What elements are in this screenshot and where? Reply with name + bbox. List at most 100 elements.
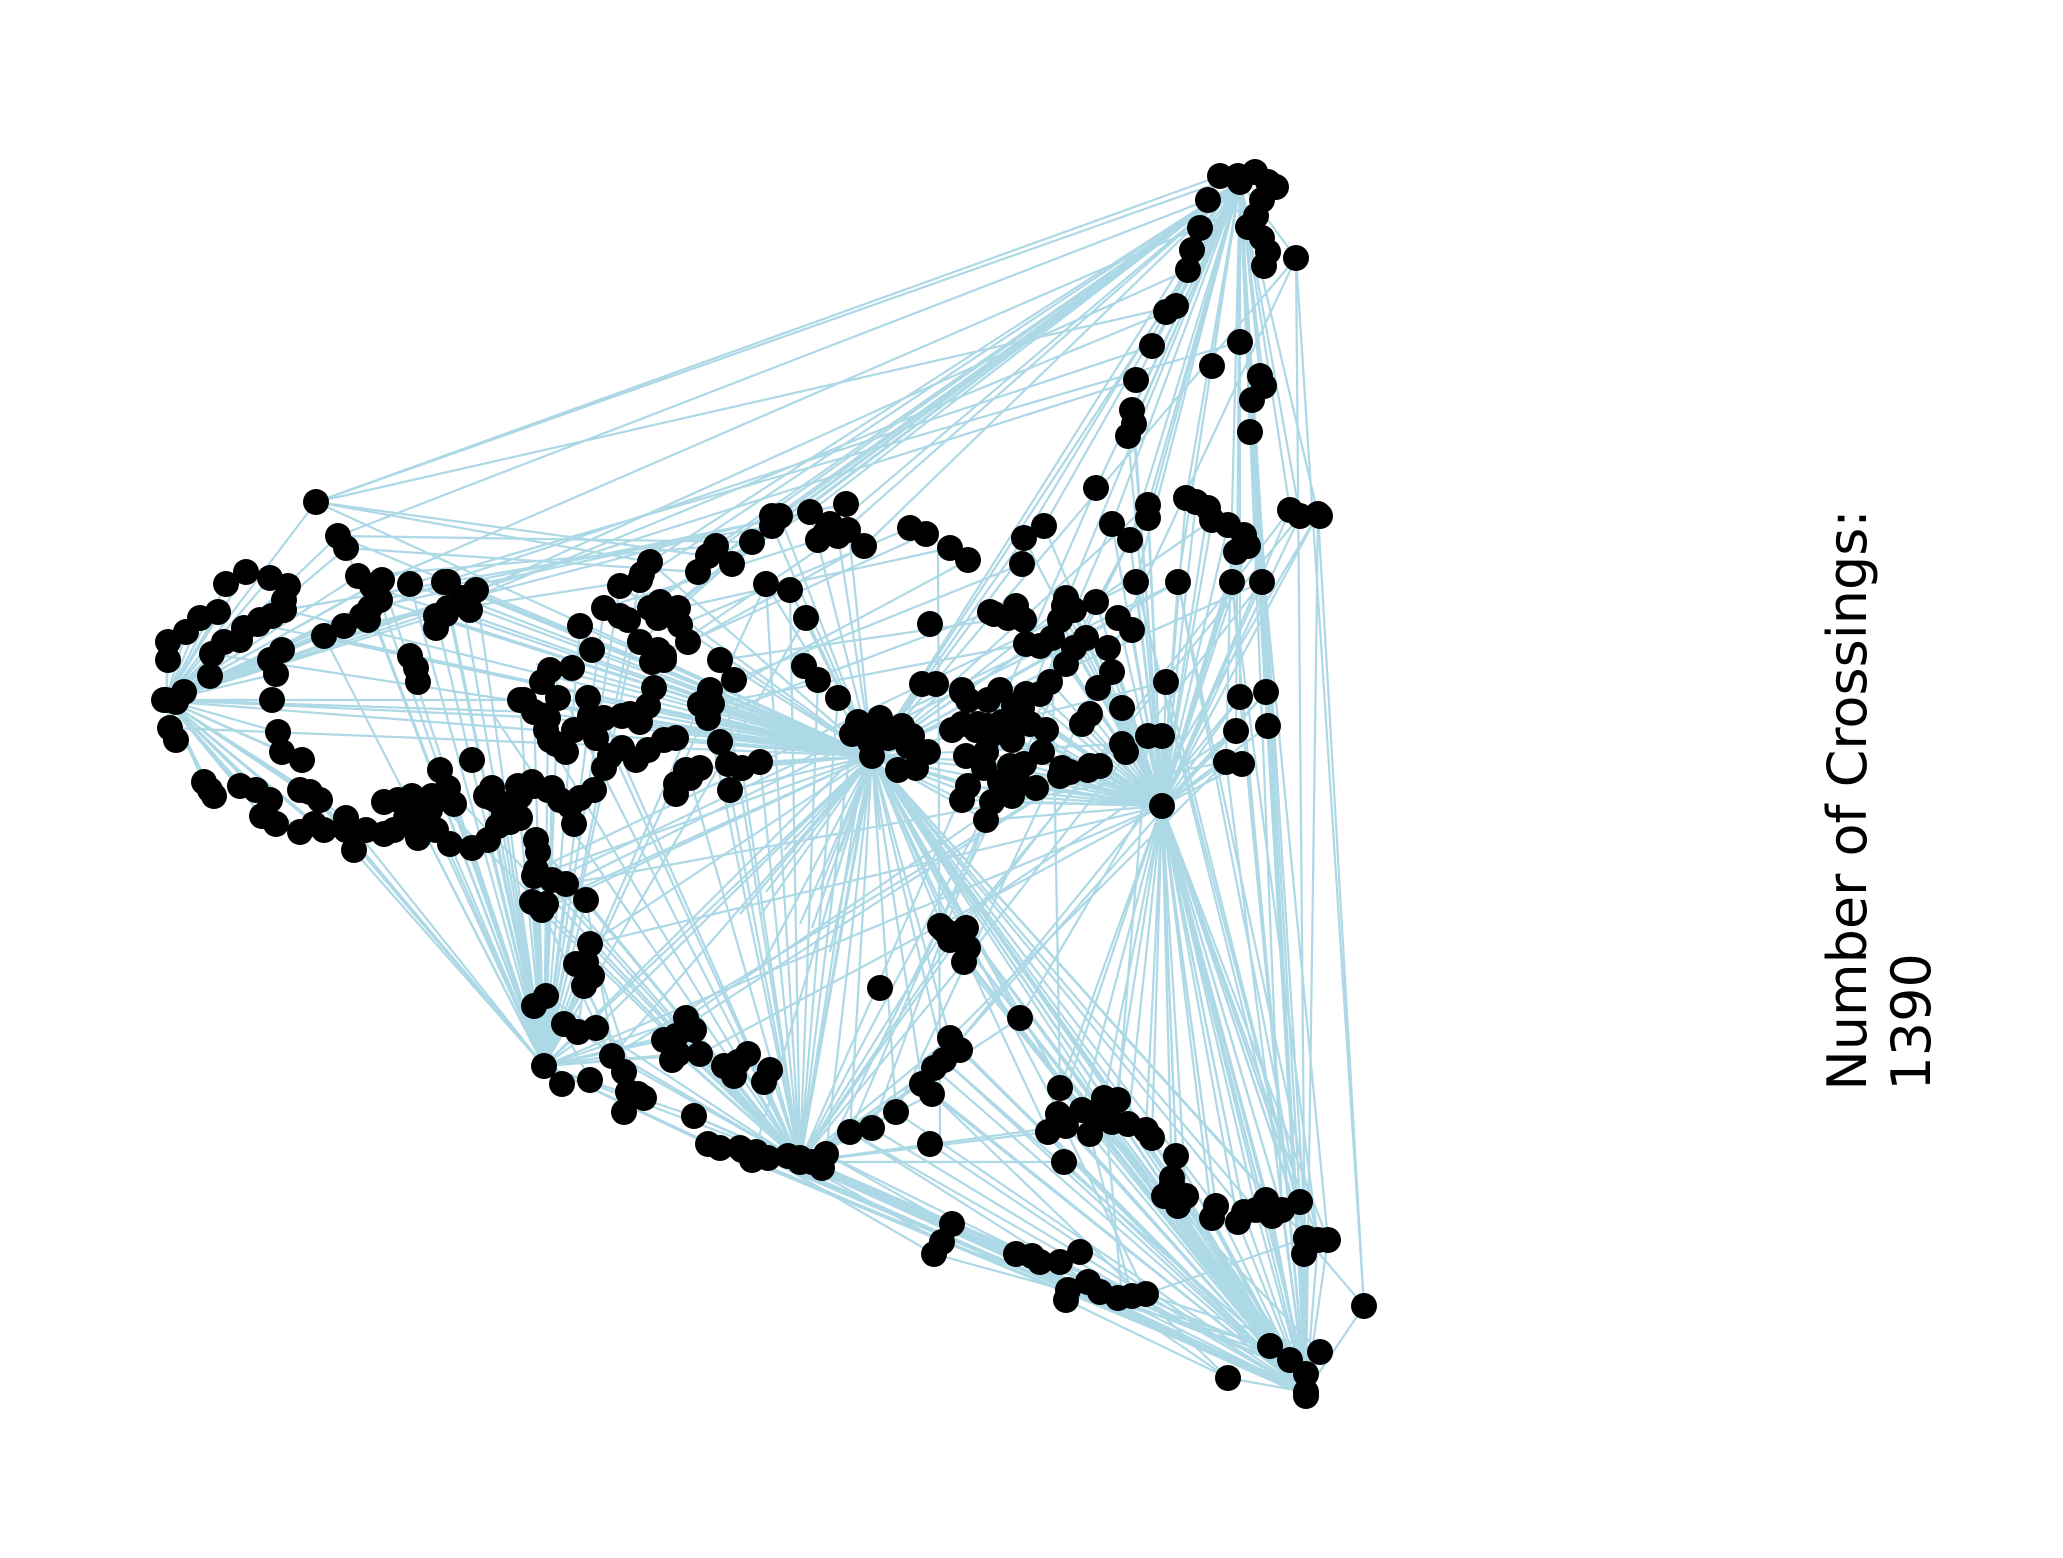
graph-node: [973, 807, 999, 833]
graph-edge: [963, 581, 1263, 963]
graph-edge: [486, 839, 546, 1067]
graph-node: [311, 623, 337, 649]
graph-edge: [949, 761, 1227, 1039]
graph-node: [369, 567, 395, 593]
graph-node: [197, 663, 223, 689]
graph-node: [307, 787, 333, 813]
graph-edge: [798, 717, 882, 1163]
graph-node: [1253, 679, 1279, 705]
graph-edge: [758, 761, 802, 1163]
graph-edge: [817, 181, 1241, 541]
graph-node: [353, 817, 379, 843]
graph-node: [1223, 718, 1249, 744]
graph-node: [1227, 684, 1253, 710]
graph-node: [1315, 1227, 1341, 1253]
graph-node: [1153, 299, 1179, 325]
graph-node: [833, 491, 859, 517]
graph-edge: [621, 714, 873, 758]
graph-node: [917, 1131, 943, 1157]
graph-node: [1011, 525, 1037, 551]
graph-edge: [921, 691, 1267, 1085]
graph-node: [681, 1103, 707, 1129]
graph-node: [269, 637, 295, 663]
graph-node: [885, 757, 911, 783]
graph-node: [331, 613, 357, 639]
graph-edge: [1160, 519, 1214, 807]
graph-node: [271, 587, 297, 613]
graph-edge: [871, 755, 1257, 1211]
graph-node: [233, 559, 259, 585]
graph-node: [1087, 1279, 1113, 1305]
graph-node: [269, 739, 295, 765]
graph-node: [583, 725, 609, 751]
graph-edge: [315, 500, 709, 558]
graph-node: [457, 597, 483, 623]
graph-edge: [1062, 181, 1242, 607]
graph-edge: [532, 1005, 564, 1085]
graph-node: [1047, 607, 1073, 633]
graph-edge: [848, 755, 874, 1133]
graph-node: [397, 571, 423, 597]
graph-node: [703, 533, 729, 559]
graph-node: [883, 1099, 909, 1125]
graph-edge: [475, 378, 1137, 592]
graph-node: [1053, 1287, 1079, 1313]
graph-node: [1199, 353, 1225, 379]
graph-edge: [323, 635, 545, 1067]
graph-node: [927, 913, 953, 939]
graph-node: [993, 713, 1019, 739]
graph-edge: [175, 700, 873, 758]
graph-edge: [659, 601, 873, 757]
graph-edge: [1145, 1236, 1307, 1296]
graph-edge: [871, 755, 1307, 1239]
graph-node: [751, 1069, 777, 1095]
graph-node: [259, 687, 285, 713]
graph-edge: [687, 532, 927, 644]
graph-node: [1117, 527, 1143, 553]
graph-node: [1085, 675, 1111, 701]
graph-node: [519, 889, 545, 915]
graph-edge: [1128, 181, 1242, 541]
graph-edge: [959, 1049, 1307, 1393]
graph-node: [263, 811, 289, 837]
graph-edge: [461, 596, 873, 758]
graph-node: [1051, 1149, 1077, 1175]
graph-node: [837, 1119, 863, 1145]
graph-node: [529, 669, 555, 695]
graph-node: [753, 571, 779, 597]
graph-edge: [337, 534, 753, 544]
graph-node: [577, 931, 603, 957]
graph-node: [1069, 711, 1095, 737]
graph-edge: [535, 581, 1137, 871]
graph-edge: [1160, 805, 1246, 1213]
graph-node: [739, 529, 765, 555]
graph-node: [213, 571, 239, 597]
graph-node: [1293, 1379, 1319, 1405]
graph-edge: [711, 642, 1027, 706]
graph-node: [1123, 569, 1149, 595]
graph-edge: [870, 755, 898, 1113]
graph-node: [531, 1053, 557, 1079]
graph-edge: [740, 767, 802, 1163]
graph-edge: [356, 575, 546, 1067]
graph-edge: [821, 1166, 1041, 1264]
graph-node: [747, 749, 773, 775]
graph-edge: [943, 696, 1241, 1061]
graph-node: [1119, 617, 1145, 643]
graph-node: [955, 935, 981, 961]
graph-node: [559, 655, 585, 681]
graph-node: [1031, 513, 1057, 539]
graph-edge: [542, 899, 588, 1067]
graph-edge: [1160, 805, 1284, 1211]
graph-edge: [1160, 805, 1218, 1207]
graph-edge: [345, 817, 545, 1067]
graph-node: [1239, 387, 1265, 413]
graph-node: [1109, 695, 1135, 721]
graph-edge: [1050, 637, 1062, 1089]
graph-node: [561, 717, 587, 743]
graph-node: [507, 805, 533, 831]
graph-node: [1215, 1365, 1241, 1391]
graph-node: [1027, 1249, 1053, 1275]
graph-node: [999, 783, 1025, 809]
graph-node: [651, 647, 677, 673]
